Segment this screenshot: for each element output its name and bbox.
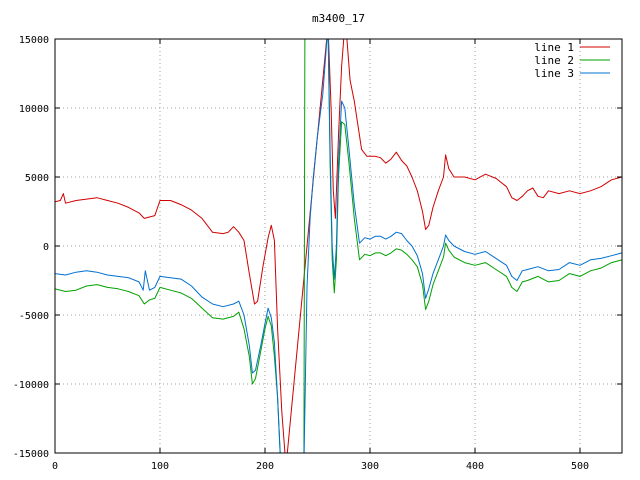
legend-label-2: line 2 [534,54,574,67]
legend-label-1: line 1 [534,41,574,54]
x-tick-label: 200 [256,461,274,472]
grid [55,39,622,453]
y-tick-label: -10000 [13,380,49,391]
x-axis: 0 100 200 300 400 500 [52,39,589,472]
y-tick-label: 0 [43,242,49,253]
x-tick-label: 300 [361,461,379,472]
chart-title: m3400_17 [312,12,365,25]
series-group [55,39,622,453]
y-tick-label: 10000 [19,104,49,115]
x-tick-label: 100 [151,461,169,472]
y-tick-label: -5000 [19,311,49,322]
y-tick-label: -15000 [13,449,49,460]
legend-label-3: line 3 [534,67,574,80]
x-tick-label: 500 [571,461,589,472]
y-tick-label: 15000 [19,35,49,46]
series-line-1 [55,39,622,453]
y-tick-label: 5000 [25,173,49,184]
series-line-3 [55,39,622,453]
y-axis: -15000 -10000 -5000 0 5000 10000 15000 [13,35,622,460]
x-tick-label: 400 [466,461,484,472]
plot-frame [54,38,623,454]
series-line-2 [55,39,622,453]
x-tick-label: 0 [52,461,58,472]
